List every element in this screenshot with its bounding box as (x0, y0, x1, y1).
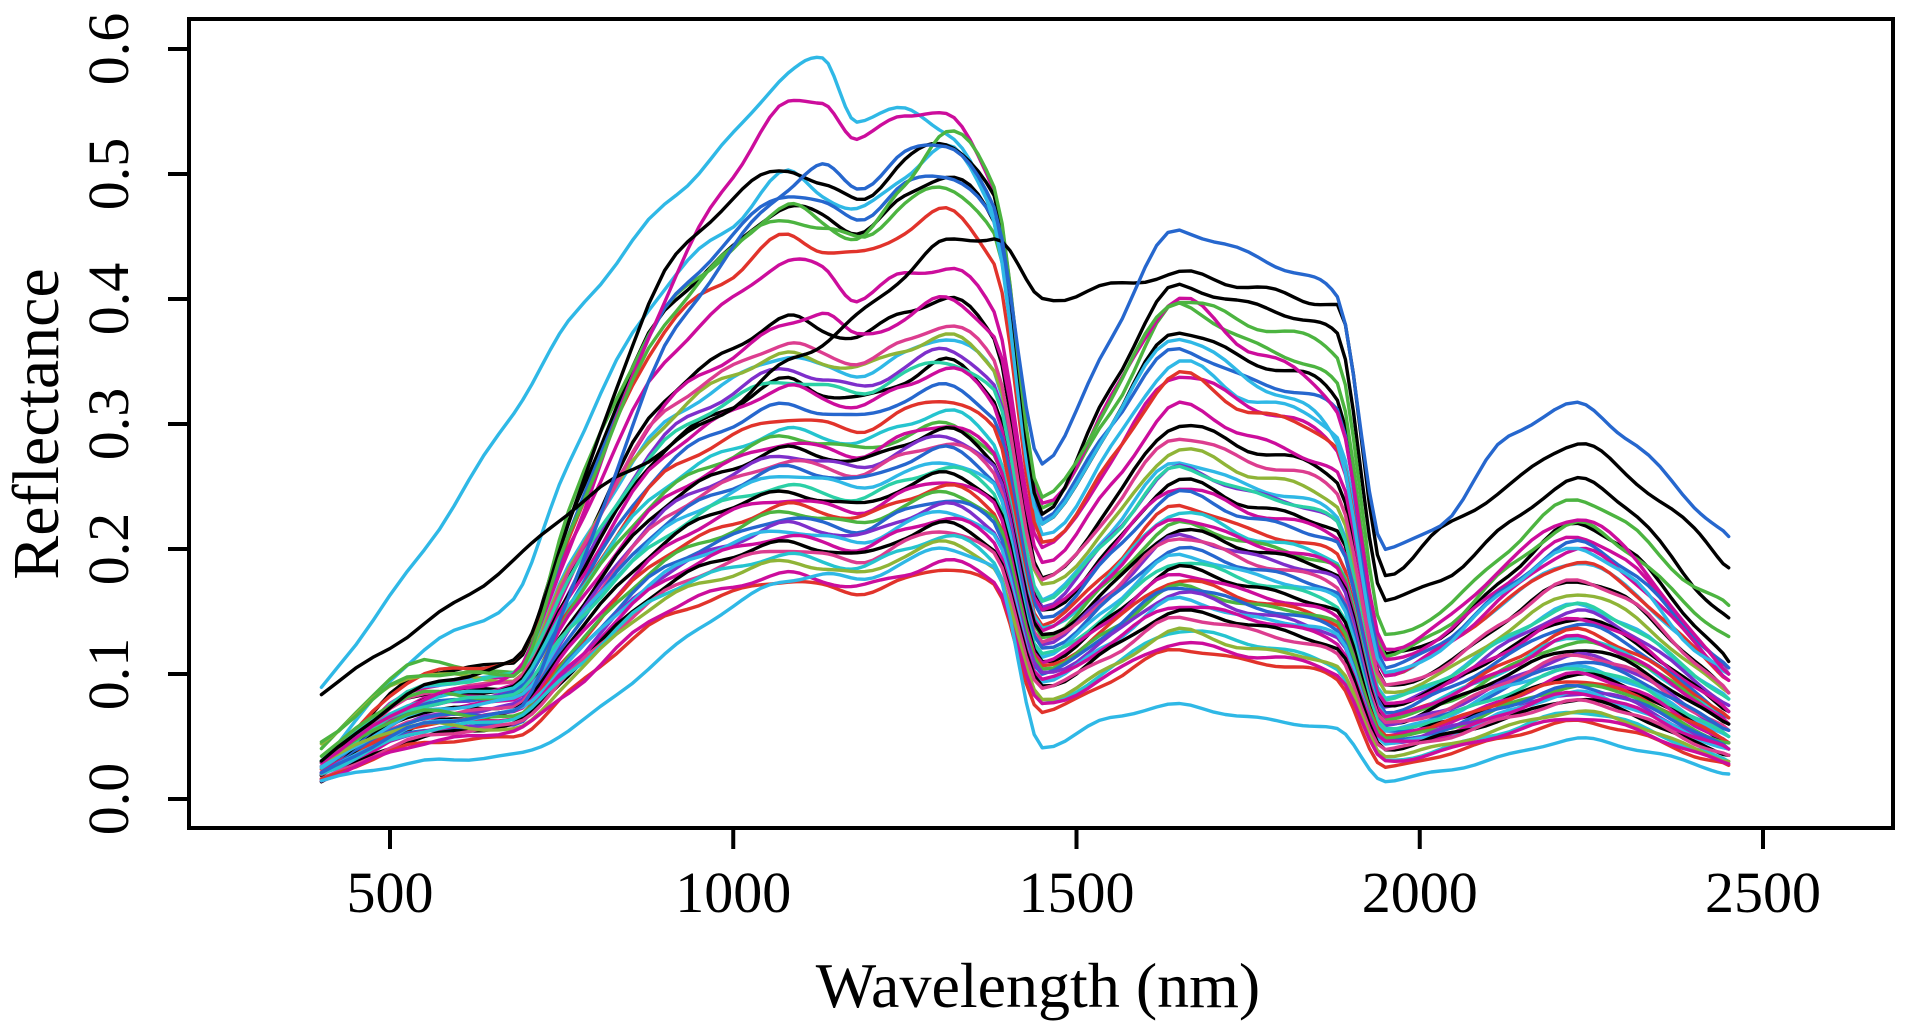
spectrum-line (319, 324, 1731, 769)
spectrum-line (319, 420, 1731, 758)
y-tick-label: 0.3 (76, 388, 141, 461)
spectrum-line (319, 546, 1731, 784)
spectrum-line (319, 499, 1731, 781)
spectrum-line (319, 442, 1731, 775)
spectrum-line (319, 237, 1731, 697)
spectrum-line (319, 257, 1731, 769)
spectrum-line (319, 206, 1731, 771)
x-tick-label: 1000 (675, 860, 791, 925)
spectrum-line (319, 516, 1731, 781)
x-axis-title: Wavelength (nm) (816, 950, 1260, 1021)
spectrum-line (319, 425, 1731, 775)
spectrum-line (319, 465, 1731, 763)
x-tick-label: 2500 (1705, 860, 1821, 925)
spectrum-line (319, 530, 1731, 781)
spectrum-line (319, 539, 1731, 765)
spectrum-line (319, 366, 1731, 776)
spectrum-line (319, 558, 1731, 783)
y-tick-label: 0.2 (76, 513, 141, 586)
spectrum-line (319, 489, 1731, 764)
y-tick-label: 0.6 (76, 13, 141, 86)
spectrum-line (319, 509, 1731, 776)
spectrum-line (319, 55, 1731, 689)
spectrum-line (319, 483, 1731, 777)
spectrum-line (319, 141, 1731, 763)
spectrum-line (319, 129, 1731, 744)
y-tick-label: 0.5 (76, 138, 141, 211)
x-tick-label: 1500 (1019, 860, 1135, 925)
spectrum-line (319, 143, 1731, 775)
spectrum-line (319, 434, 1731, 776)
spectrum-line (319, 332, 1731, 746)
spectrum-line (319, 568, 1731, 781)
spectra-lines (319, 55, 1731, 784)
y-tick-label: 0.4 (76, 263, 141, 336)
y-tick-label: 0.0 (76, 763, 141, 836)
spectrum-line (319, 360, 1731, 763)
spectrum-line (319, 295, 1731, 777)
spectrum-line (319, 461, 1731, 769)
x-tick-label: 500 (347, 860, 434, 925)
spectrum-line (319, 382, 1731, 778)
spectrum-line (319, 98, 1731, 765)
axes: 500 1000 1500 2000 2500 0.0 0.1 0.2 0.3 0.4 0.5 0.6 (76, 13, 1895, 925)
y-tick-label: 0.1 (76, 638, 141, 711)
y-axis-title: Reflectance (0, 268, 73, 579)
x-tick-label: 2000 (1362, 860, 1478, 925)
